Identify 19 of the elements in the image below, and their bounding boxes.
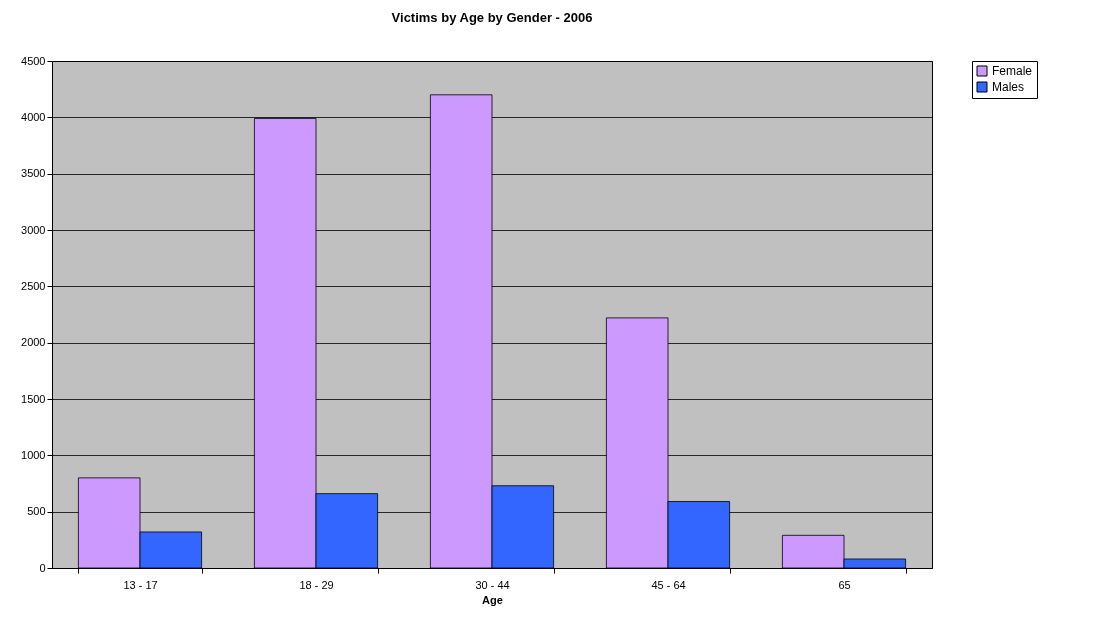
y-tick-label: 3000 (21, 223, 46, 236)
y-tick-label: 2500 (21, 279, 46, 292)
x-tick-label: 13 - 17 (123, 578, 158, 591)
chart-title: Victims by Age by Gender - 2006 (391, 10, 593, 25)
y-tick-label: 2000 (21, 336, 46, 349)
x-tick-label: 45 - 64 (651, 578, 686, 591)
y-tick-label: 0 (39, 561, 46, 574)
y-tick-label: 4500 (21, 54, 46, 67)
legend-label: Female (992, 64, 1033, 78)
legend-label: Males (992, 80, 1025, 94)
y-tick-label: 4000 (21, 110, 46, 123)
y-tick-label: 1000 (21, 448, 46, 461)
x-tick-label: 30 - 44 (475, 578, 510, 591)
y-tick-label: 1500 (21, 392, 46, 405)
y-tick-label: 500 (27, 505, 46, 518)
x-axis-title: Age (482, 593, 503, 606)
x-tick-label: 18 - 29 (299, 578, 334, 591)
x-tick-label: 65 (838, 578, 851, 591)
y-tick-label: 3500 (21, 167, 46, 180)
